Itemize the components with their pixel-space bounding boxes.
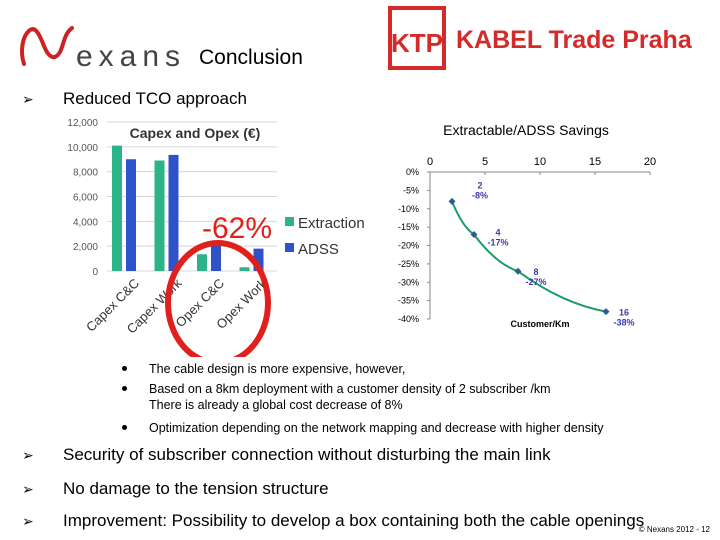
line-y-tick-label: -40% xyxy=(398,314,419,324)
bar-extraction-2 xyxy=(197,254,207,271)
line-x-tick-label: 20 xyxy=(644,156,656,168)
bullet-arrow-icon: ➢ xyxy=(22,481,34,497)
savings-label-x-0: 2 xyxy=(477,180,482,190)
line-y-tick-label: -30% xyxy=(398,277,419,287)
page-title: Conclusion xyxy=(199,46,303,69)
bar-chart-y-ticks: 0 2,000 4,000 6,000 8,000 10,000 12,000 xyxy=(67,118,98,278)
nexans-n-mark xyxy=(20,26,74,66)
savings-label-y-2: -27% xyxy=(525,277,546,287)
line-y-tick-label: 0% xyxy=(406,167,419,177)
highlight-circle xyxy=(165,240,271,357)
bar-extraction-0 xyxy=(112,145,122,271)
sub-bullet-design-cost: The cable design is more expensive, howe… xyxy=(149,362,406,376)
footer-copyright: © Nexans 2012 - 12 xyxy=(638,525,710,534)
savings-chart: Extractable/ADSS Savings 0 5 10 15 20 0% -5% -… xyxy=(398,122,656,329)
bullet-no-damage: No damage to the tension structure xyxy=(63,479,329,498)
bullet-security: Security of subscriber connection withou… xyxy=(63,445,551,464)
legend-label-adss: ADSS xyxy=(298,241,339,258)
savings-line xyxy=(451,201,607,313)
savings-point-3 xyxy=(602,308,610,316)
line-y-tick-label: -10% xyxy=(398,204,419,214)
line-chart-data-labels: 2-8% 4-17% 8-27% 16-38% xyxy=(472,180,635,327)
nexans-logo-text: exans xyxy=(76,40,186,70)
bullet-arrow-icon: ➢ xyxy=(22,513,34,529)
capex-opex-chart: 0 2,000 4,000 6,000 8,000 10,000 12,000 Capex … xyxy=(67,118,365,357)
sub-bullet-dot-1 xyxy=(122,366,127,371)
bar-y-tick-label: 0 xyxy=(92,267,98,278)
bar-adss-3 xyxy=(253,248,264,271)
savings-label-x-3: 16 xyxy=(619,308,629,318)
savings-point-0 xyxy=(448,197,456,205)
nexans-logo: exans xyxy=(20,26,186,70)
bullet-improvement: Improvement: Possibility to develop a bo… xyxy=(63,511,645,530)
line-chart-series xyxy=(448,197,610,316)
bar-extraction-1 xyxy=(154,160,165,271)
bar-adss-2 xyxy=(211,245,221,271)
line-y-tick-label: -25% xyxy=(398,259,419,269)
line-x-tick-label: 5 xyxy=(482,156,488,168)
bar-y-tick-label: 2,000 xyxy=(73,242,98,253)
line-x-tick-label: 10 xyxy=(534,156,546,168)
sub-bullet-dot-3 xyxy=(122,425,127,430)
bullet-arrow-icon: ➢ xyxy=(22,447,34,463)
bullet-reduced-tco: Reduced TCO approach xyxy=(63,89,247,108)
line-chart-axes xyxy=(429,171,650,319)
line-y-tick-label: -15% xyxy=(398,222,419,232)
savings-label-x-2: 8 xyxy=(533,267,538,277)
savings-callout: -62% xyxy=(202,212,272,245)
line-x-tick-label: 0 xyxy=(427,156,433,168)
bar-chart-bars xyxy=(112,145,264,271)
savings-label-x-1: 4 xyxy=(495,227,500,237)
bar-y-tick-label: 12,000 xyxy=(67,118,98,129)
bar-y-tick-label: 4,000 xyxy=(73,217,98,228)
bar-y-tick-label: 6,000 xyxy=(73,193,98,204)
sub-bullet-dot-2 xyxy=(122,386,127,391)
line-chart-y-ticks: 0% -5% -10% -15% -20% -25% -30% -35% -40% xyxy=(398,167,430,324)
legend-label-extraction: Extraction xyxy=(298,215,365,232)
sub-bullet-deployment: Based on a 8km deployment with a custome… xyxy=(149,382,551,396)
legend-swatch-extraction xyxy=(285,217,294,226)
ktp-logo: KTP KABEL Trade Praha xyxy=(388,6,693,70)
ktp-logo-mark: KTP xyxy=(391,28,443,58)
sub-bullet-cost-decrease: There is already a global cost decrease … xyxy=(149,398,403,412)
bar-adss-1 xyxy=(168,154,179,271)
line-y-tick-label: -5% xyxy=(403,185,419,195)
legend-swatch-adss xyxy=(285,243,294,252)
bullet-arrow-icon: ➢ xyxy=(22,91,34,107)
savings-point-1 xyxy=(470,230,478,238)
line-chart-x-ticks: 0 5 10 15 20 xyxy=(427,156,656,175)
savings-label-y-1: -17% xyxy=(487,237,508,247)
bar-chart-legend: Extraction ADSS xyxy=(285,215,365,258)
bar-extraction-3 xyxy=(239,267,250,271)
savings-label-y-3: -38% xyxy=(613,318,634,328)
line-y-tick-label: -35% xyxy=(398,296,419,306)
line-chart-x-label: Customer/Km xyxy=(510,319,569,329)
savings-label-y-0: -8% xyxy=(472,190,488,200)
ktp-logo-text: KABEL Trade Praha xyxy=(456,26,693,54)
line-x-tick-label: 15 xyxy=(589,156,601,168)
savings-point-2 xyxy=(514,267,522,275)
sub-bullet-optimization: Optimization depending on the network ma… xyxy=(149,421,604,435)
bar-adss-0 xyxy=(126,159,136,271)
bar-y-tick-label: 10,000 xyxy=(67,143,98,154)
line-chart-title: Extractable/ADSS Savings xyxy=(443,122,609,138)
bar-chart-title: Capex and Opex (€) xyxy=(130,125,261,141)
line-y-tick-label: -20% xyxy=(398,241,419,251)
bar-y-tick-label: 8,000 xyxy=(73,168,98,179)
